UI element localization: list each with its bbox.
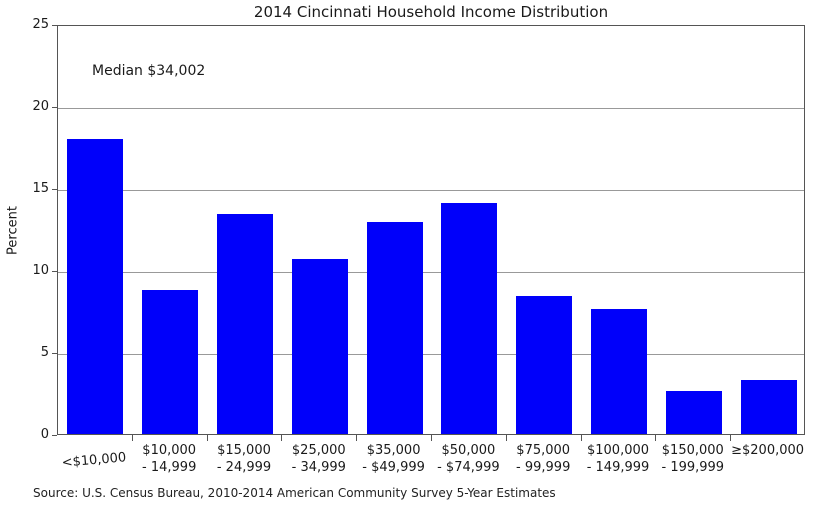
- median-annotation: Median $34,002: [92, 63, 206, 79]
- x-tick-label-line: $15,000: [217, 443, 271, 458]
- y-tick-25: [52, 25, 57, 26]
- gridline-20: [58, 108, 804, 109]
- gridline-10: [58, 272, 804, 273]
- plot-area: [57, 25, 805, 435]
- bar-8: [665, 391, 722, 434]
- y-tick-label-10: 10: [32, 263, 49, 278]
- x-tick-label-line: - 99,999: [516, 460, 571, 475]
- gridline-15: [58, 190, 804, 191]
- x-tick-2: [206, 435, 208, 441]
- bar-9: [740, 379, 797, 434]
- y-tick-20: [52, 107, 57, 108]
- y-tick-label-5: 5: [40, 345, 49, 360]
- x-tick-label-line: - $49,999: [362, 460, 425, 475]
- bar-3: [291, 258, 348, 434]
- x-tick-9: [730, 435, 732, 441]
- x-tick-label-line: - 34,999: [291, 460, 346, 475]
- x-tick-label-line: $10,000: [142, 443, 197, 458]
- x-tick-label-line: - 24,999: [216, 460, 272, 475]
- x-tick-label-line: $75,000: [516, 443, 571, 458]
- y-tick-label-0: 0: [40, 427, 49, 442]
- x-tick-label-1: $10,000 - 14,999: [124, 442, 214, 476]
- x-tick-label-line: $25,000: [291, 443, 346, 458]
- x-tick-5: [431, 435, 432, 441]
- y-tick-0: [52, 435, 57, 436]
- bar-4: [366, 222, 423, 434]
- x-tick-4: [356, 435, 358, 441]
- x-tick-label-3: $25,000 - 34,999: [274, 442, 364, 476]
- x-tick-label-7: $100,000 - 149,999: [573, 442, 663, 476]
- x-tick-6: [505, 435, 507, 441]
- x-tick-label-line: - $74,999: [437, 460, 500, 475]
- bar-2: [217, 214, 273, 434]
- bar-0: [67, 138, 124, 434]
- gridline-5: [58, 354, 804, 355]
- bar-6: [516, 296, 573, 434]
- x-tick-label-line: $150,000: [661, 443, 724, 458]
- y-tick-label-20: 20: [32, 99, 49, 114]
- bar-5: [441, 202, 498, 434]
- y-tick-label-15: 15: [32, 181, 49, 196]
- y-tick-10: [52, 271, 57, 272]
- x-tick-label-6: $75,000 - 99,999: [498, 442, 588, 476]
- x-tick-1: [131, 435, 133, 441]
- x-tick-label-line: $50,000: [441, 443, 496, 458]
- x-tick-label-line: - 149,999: [586, 460, 650, 475]
- x-tick-label-line: - 14,999: [142, 460, 197, 475]
- source-note: Source: U.S. Census Bureau, 2010-2014 Am…: [33, 486, 556, 500]
- x-tick-label-line: ≥$200,000: [731, 443, 805, 458]
- x-tick-label-line: - 199,999: [661, 460, 725, 475]
- x-tick-8: [655, 435, 657, 441]
- x-tick-label-line: $35,000: [366, 443, 421, 458]
- bar-1: [142, 289, 199, 434]
- x-tick-label-2: $15,000 - 24,999: [199, 442, 289, 476]
- x-tick-label-5: $50,000 - $74,999: [423, 442, 513, 476]
- y-tick-15: [52, 189, 57, 190]
- x-tick-label-line: $100,000: [586, 443, 650, 458]
- x-tick-3: [281, 435, 283, 441]
- x-tick-label-8: $150,000 - 199,999: [648, 442, 738, 476]
- y-tick-label-25: 25: [32, 17, 49, 32]
- y-tick-5: [52, 353, 57, 354]
- x-tick-label-9: ≥$200,000: [723, 442, 813, 459]
- x-tick-7: [580, 435, 582, 441]
- chart-title: 2014 Cincinnati Household Income Distrib…: [253, 3, 609, 21]
- bar-7: [591, 309, 647, 434]
- x-tick-label-4: $35,000 - $49,999: [349, 442, 439, 476]
